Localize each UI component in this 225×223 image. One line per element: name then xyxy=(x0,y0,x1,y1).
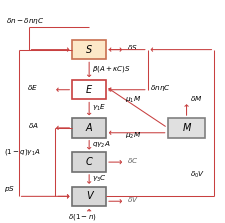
FancyBboxPatch shape xyxy=(72,152,106,172)
Text: $\delta E$: $\delta E$ xyxy=(27,83,38,92)
Text: $\beta(A + \kappa C)S$: $\beta(A + \kappa C)S$ xyxy=(92,64,130,74)
Text: M: M xyxy=(182,123,190,133)
Text: E: E xyxy=(86,85,92,95)
Text: $\delta V$: $\delta V$ xyxy=(126,195,138,204)
Text: $\delta_0 V$: $\delta_0 V$ xyxy=(189,170,204,180)
Text: C: C xyxy=(86,157,92,167)
Text: V: V xyxy=(86,191,92,201)
FancyBboxPatch shape xyxy=(72,80,106,99)
Text: $\delta(1-n)$: $\delta(1-n)$ xyxy=(68,212,96,222)
FancyBboxPatch shape xyxy=(72,118,106,138)
Text: $(1-q)\gamma_1 A$: $(1-q)\gamma_1 A$ xyxy=(4,147,40,157)
Text: $\mu_2 M$: $\mu_2 M$ xyxy=(124,131,140,141)
Text: $\gamma_3 C$: $\gamma_3 C$ xyxy=(92,174,106,184)
Text: $\delta A$: $\delta A$ xyxy=(27,121,38,130)
Text: $\delta S$: $\delta S$ xyxy=(126,43,137,52)
Text: A: A xyxy=(86,123,92,133)
Text: $\delta n - \delta n\eta C$: $\delta n - \delta n\eta C$ xyxy=(6,16,44,26)
Text: $pS$: $pS$ xyxy=(4,184,15,194)
FancyBboxPatch shape xyxy=(72,187,106,206)
Text: $\gamma_1 E$: $\gamma_1 E$ xyxy=(92,103,106,114)
Text: $q\gamma_2 A$: $q\gamma_2 A$ xyxy=(92,139,110,150)
Text: $\delta C$: $\delta C$ xyxy=(126,156,138,165)
FancyBboxPatch shape xyxy=(72,40,106,59)
Text: $\mu_1 M$: $\mu_1 M$ xyxy=(124,94,140,105)
Text: S: S xyxy=(86,45,92,55)
Text: $\delta M$: $\delta M$ xyxy=(189,94,201,103)
FancyBboxPatch shape xyxy=(167,118,205,138)
Text: $\delta n\eta C$: $\delta n\eta C$ xyxy=(149,83,170,93)
